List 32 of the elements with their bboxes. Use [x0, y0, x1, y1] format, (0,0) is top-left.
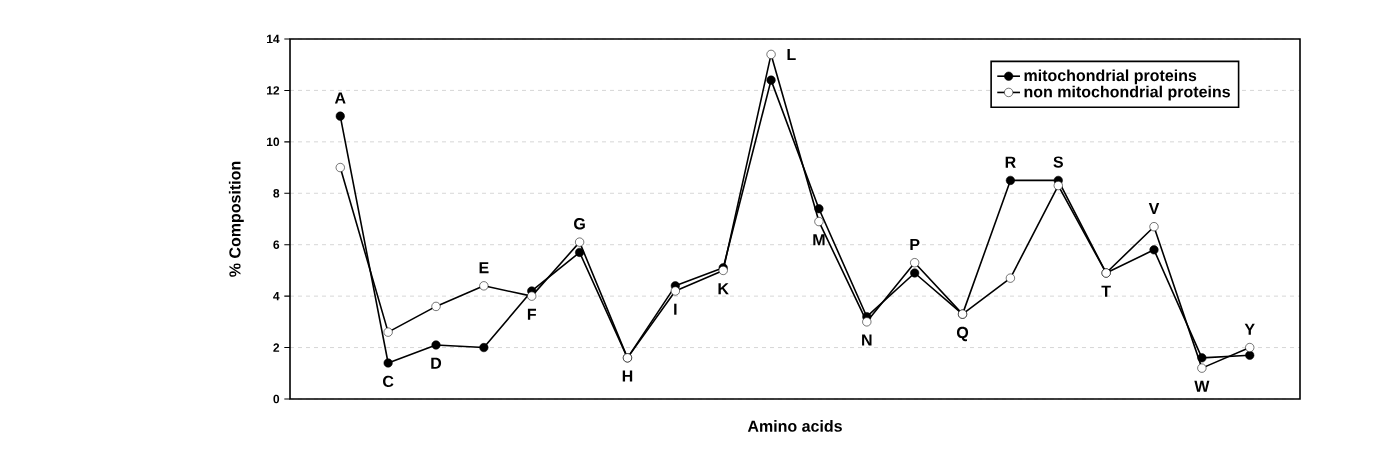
y-tick-label: 4 — [273, 292, 280, 301]
x-tick-label: K — [718, 283, 729, 295]
x-tick-label: E — [479, 262, 489, 274]
x-tick-label: V — [1148, 202, 1160, 214]
legend-label: non mitochondrial proteins — [1024, 85, 1230, 101]
x-tick-label: Y — [1244, 323, 1255, 335]
y-tick-label: 6 — [273, 240, 280, 249]
y-axis-title: % Composition — [228, 161, 244, 277]
x-tick-label: D — [431, 357, 442, 369]
x-tick-label: W — [1194, 380, 1210, 392]
x-tick-label: S — [1053, 156, 1063, 168]
x-tick-label: M — [813, 234, 825, 246]
x-tick-label: F — [527, 308, 537, 320]
y-tick-label: 2 — [273, 343, 280, 352]
y-tick-label: 0 — [273, 394, 280, 404]
y-tick-label: 8 — [273, 189, 280, 198]
x-tick-label: T — [1101, 285, 1111, 297]
y-tick-label: 12 — [267, 86, 280, 95]
x-tick-label: H — [622, 370, 633, 382]
x-tick-label: I — [674, 303, 677, 315]
x-tick-label: C — [383, 375, 394, 388]
x-tick-label: G — [574, 218, 585, 230]
x-tick-label: P — [910, 238, 920, 250]
x-axis-title: Amino acids — [747, 420, 842, 432]
y-tick-label: 14 — [267, 34, 280, 44]
x-tick-label: L — [787, 48, 796, 60]
x-tick-label: N — [862, 334, 872, 346]
x-tick-label: A — [334, 92, 346, 104]
x-tick-label: Q — [956, 326, 969, 342]
legend-label: mitochondrial proteins — [1024, 69, 1197, 85]
x-tick-label: R — [1005, 156, 1016, 168]
y-tick-label: 10 — [267, 137, 280, 147]
